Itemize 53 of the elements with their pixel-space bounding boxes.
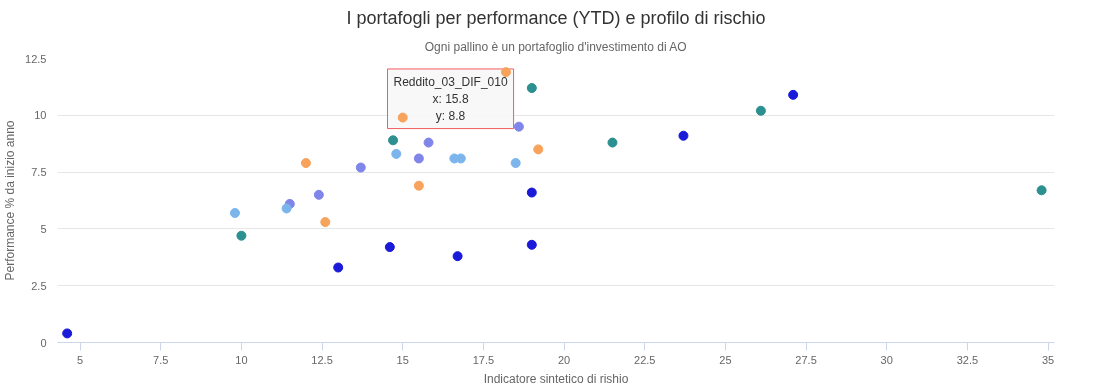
y-axis-title: Performance % da inizio anno	[3, 120, 18, 281]
point	[355, 162, 366, 173]
x-tick-label: 7.5	[153, 353, 169, 366]
point	[300, 158, 311, 168]
chart-title: I portafogli per performance (YTD) e profilo di rischio	[346, 7, 766, 28]
y-tick-label: 0	[40, 336, 47, 349]
point	[1036, 185, 1047, 196]
y-tick-label: 5	[40, 222, 47, 235]
point	[607, 137, 618, 148]
point	[388, 135, 399, 146]
point	[281, 203, 292, 214]
point	[320, 217, 331, 228]
point	[313, 189, 324, 200]
x-tick-label: 5	[77, 353, 84, 366]
point	[678, 130, 689, 141]
point	[526, 187, 537, 198]
point	[788, 89, 799, 100]
point	[62, 328, 73, 339]
y-tick-label: 12.5	[25, 52, 47, 65]
point	[533, 144, 544, 155]
point	[333, 262, 344, 273]
x-axis-title: Indicatore sintetico di rishio	[483, 371, 629, 386]
x-tick-label: 10	[235, 353, 248, 366]
y-tick-label: 10	[34, 109, 47, 122]
point	[510, 158, 521, 168]
point	[500, 67, 511, 78]
y-tick-label: 7.5	[31, 166, 47, 179]
x-tick-label: 32.5	[956, 353, 979, 366]
y-tick-label: 2.5	[31, 279, 47, 292]
x-tick-label: 27.5	[795, 353, 817, 366]
point	[755, 105, 766, 116]
x-tick-label: 35	[1041, 353, 1055, 366]
point	[384, 242, 395, 253]
point	[236, 230, 247, 241]
x-tick-label: 20	[557, 353, 571, 366]
point	[413, 180, 424, 191]
point	[413, 153, 424, 164]
point	[526, 239, 537, 250]
x-tick-label: 12.5	[311, 353, 333, 366]
point	[423, 137, 434, 148]
x-tick-label: 30	[880, 353, 893, 366]
point	[452, 251, 463, 262]
chart-subtitle: Ogni pallino è un portafoglio d'investimento di AO	[424, 39, 687, 54]
point	[526, 83, 537, 94]
x-tick-label: 17.5	[472, 353, 495, 366]
point	[513, 121, 524, 132]
point	[397, 112, 408, 123]
x-tick-label: 15	[396, 353, 409, 366]
point	[229, 208, 240, 218]
point	[391, 148, 402, 159]
annotation: Reddito_03_DIF_010 x: 15.8 y: 8.8	[393, 74, 508, 123]
x-tick-label: 22.5	[634, 353, 656, 366]
x-tick-label: 25	[719, 353, 732, 366]
